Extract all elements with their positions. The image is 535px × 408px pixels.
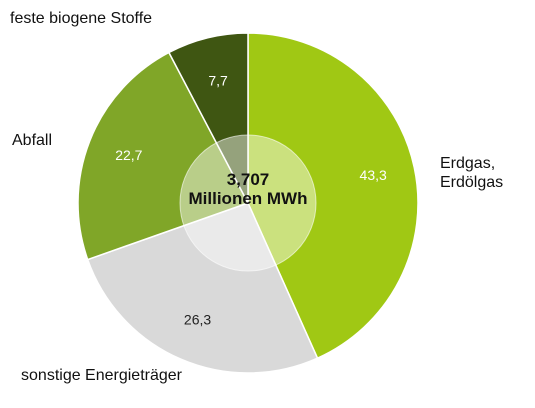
center-overlay	[179, 134, 317, 272]
pie-slice	[247, 32, 419, 360]
center-label: 3,707 Millionen MWh	[188, 170, 308, 208]
pie-slice	[77, 51, 250, 261]
pie-slice	[167, 32, 249, 204]
category-label: Abfall	[12, 132, 53, 149]
value-label: 43,3	[360, 167, 387, 183]
pie-slice	[86, 202, 319, 374]
value-label: 7,7	[208, 72, 228, 88]
category-label: feste biogene Stoffe	[10, 10, 153, 27]
category-label: Erdgas, Erdölgas	[440, 155, 504, 191]
value-label: 22,7	[115, 147, 142, 163]
value-label: 26,3	[184, 311, 211, 327]
category-label: sonstige Energieträger	[21, 367, 182, 384]
